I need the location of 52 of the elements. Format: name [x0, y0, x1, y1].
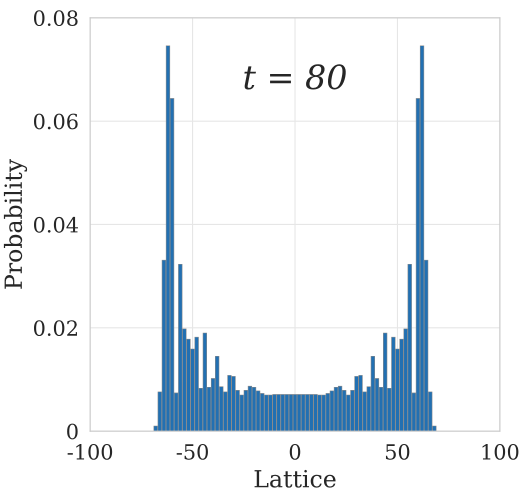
bar [252, 386, 256, 432]
x-tick-label: -50 [176, 444, 208, 460]
bar [370, 356, 375, 432]
bar [334, 386, 338, 432]
x-tick-label: 50 [386, 444, 410, 460]
bar [296, 394, 302, 432]
bar [408, 264, 412, 432]
bar [244, 390, 248, 432]
y-tick-label: 0 [67, 424, 78, 440]
bar [322, 394, 326, 432]
x-axis-title: Lattice [254, 470, 336, 488]
bar [330, 390, 334, 432]
bar [272, 394, 277, 432]
bar [260, 393, 264, 432]
bar [288, 394, 294, 432]
bar [358, 375, 363, 432]
annotation: t = 80 [244, 64, 346, 90]
bar [284, 394, 289, 432]
bar [338, 386, 342, 432]
bar [342, 390, 346, 432]
bar [227, 375, 232, 432]
y-tick-label: 0.06 [34, 114, 78, 130]
bar [276, 394, 281, 432]
bar [215, 356, 220, 432]
bar [317, 394, 322, 432]
bar [305, 394, 310, 432]
bar [268, 394, 273, 432]
y-axis-title: Probability [4, 158, 28, 289]
bar [178, 264, 182, 432]
bar [326, 393, 330, 432]
bar [256, 390, 260, 432]
bar [292, 394, 298, 432]
bar [194, 336, 199, 432]
bar [354, 376, 359, 432]
bar [313, 394, 318, 432]
bar [166, 45, 170, 432]
x-tick-label: 0 [290, 444, 300, 460]
bar [264, 394, 268, 432]
x-tick-label: 100 [482, 444, 518, 460]
bar [280, 394, 285, 432]
bar [301, 394, 306, 432]
bar [420, 45, 424, 432]
bar [309, 394, 314, 432]
bar [202, 332, 207, 432]
y-tick-label: 0.02 [34, 320, 77, 336]
y-tick-label: 0.04 [34, 216, 78, 233]
bar [391, 336, 396, 432]
bar [248, 386, 252, 432]
bar [231, 376, 236, 432]
x-tick-label: -100 [68, 444, 112, 460]
bar [383, 332, 388, 432]
y-tick-label: 0.08 [34, 10, 78, 26]
